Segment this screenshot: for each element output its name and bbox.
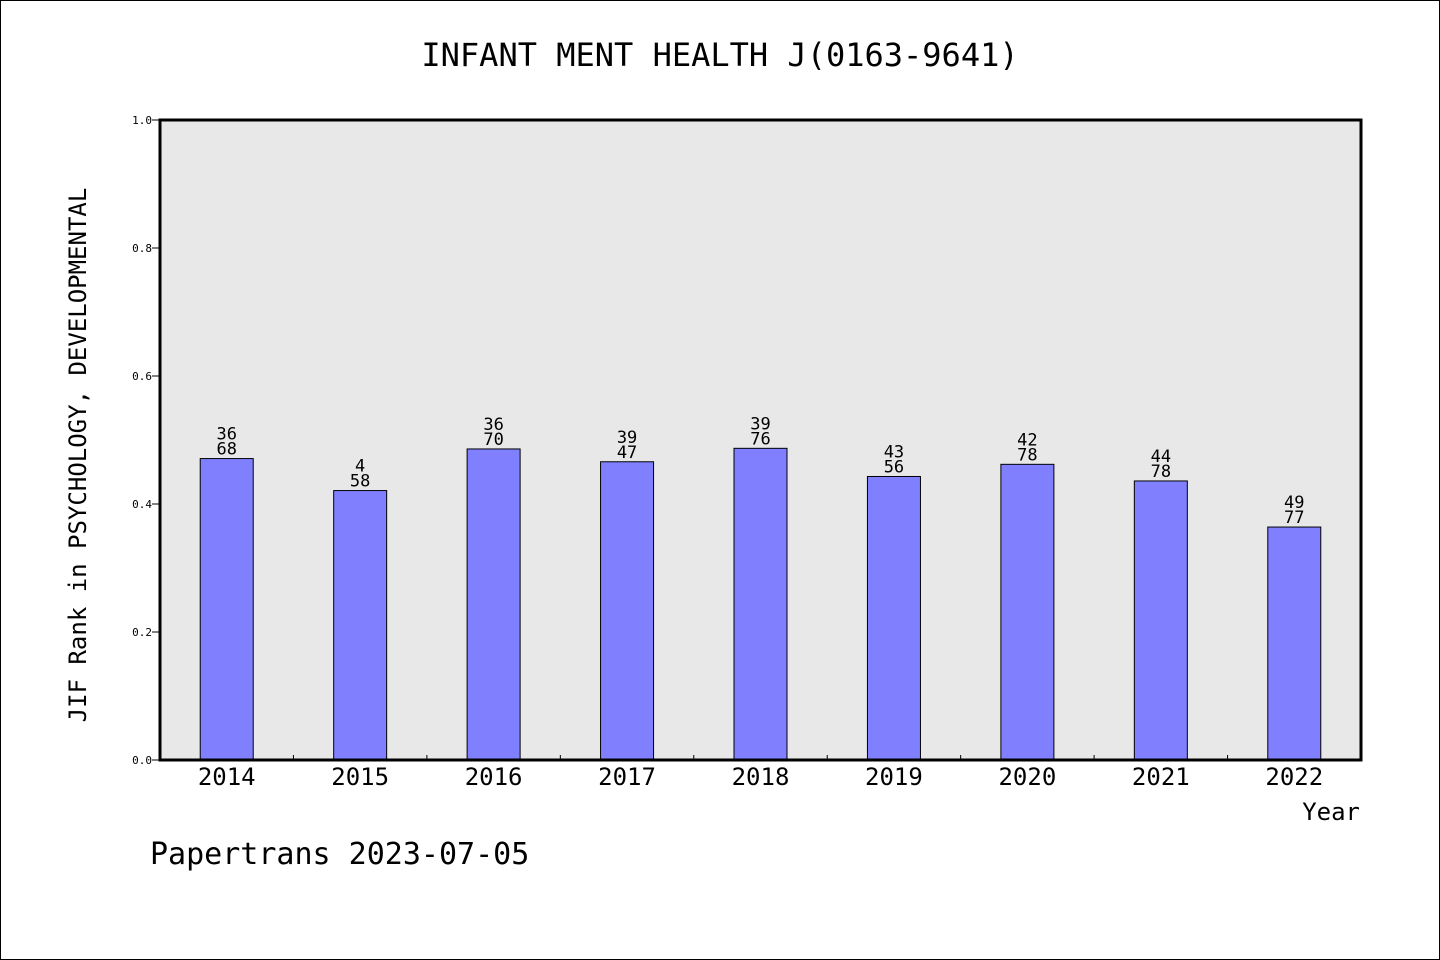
plot-border <box>158 118 1363 762</box>
bar-total-label: 70 <box>483 430 503 450</box>
bar-rank-label: 49 <box>1284 493 1304 513</box>
bar-rank-label: 43 <box>884 442 904 462</box>
x-tick-label: 2020 <box>998 763 1056 791</box>
bar-total-label: 78 <box>1017 445 1037 465</box>
bar <box>600 461 655 761</box>
bar-total-label: 47 <box>617 443 637 463</box>
y-tick-label: 0.8 <box>132 242 152 255</box>
y-tick-label: 1.0 <box>132 114 152 127</box>
x-axis-label: Year <box>1302 798 1360 826</box>
y-axis-label: JIF Rank in PSYCHOLOGY, DEVELOPMENTAL <box>64 188 92 723</box>
x-tick-label: 2018 <box>732 763 790 791</box>
bar-rank-label: 36 <box>483 415 503 435</box>
x-tick-label: 2014 <box>198 763 256 791</box>
bar <box>199 458 254 761</box>
bar-total-label: 77 <box>1284 508 1304 528</box>
x-tick-label: 2017 <box>598 763 656 791</box>
bar <box>1000 463 1055 761</box>
bar <box>733 447 788 761</box>
bar <box>1133 480 1188 761</box>
footer-text: Papertrans 2023-07-05 <box>150 837 529 872</box>
bar <box>866 475 921 761</box>
x-ticks-group: 2014 2015 2016 2017 2018 2019 2020 2021 2022 <box>198 755 1323 791</box>
bar <box>466 448 521 761</box>
x-tick-label: 2015 <box>331 763 389 791</box>
y-tick-label: 0.2 <box>132 626 152 639</box>
bar-rank-label: 42 <box>1017 430 1037 450</box>
bar-total-label: 58 <box>350 472 370 492</box>
x-tick-label: 2022 <box>1265 763 1323 791</box>
x-tick-label: 2019 <box>865 763 923 791</box>
y-tick-label: 0.0 <box>132 754 152 767</box>
bar <box>333 490 388 761</box>
bar-total-label: 68 <box>216 440 236 460</box>
y-ticks-group: 0.0 0.2 0.4 0.6 0.8 1.0 <box>132 114 160 767</box>
chart-title: INFANT MENT HEALTH J(0163-9641) <box>421 36 1018 74</box>
bar-rank-label: 36 <box>216 425 236 445</box>
y-tick-label: 0.6 <box>132 370 152 383</box>
bar-total-label: 78 <box>1151 462 1171 482</box>
bar-rank-label: 39 <box>750 414 770 434</box>
bar <box>1267 526 1322 761</box>
y-tick-label: 0.4 <box>132 498 152 511</box>
bar-rank-label: 4 <box>355 457 365 477</box>
x-tick-label: 2021 <box>1132 763 1190 791</box>
bar-total-label: 76 <box>750 429 770 449</box>
x-tick-label: 2016 <box>465 763 523 791</box>
bars-group <box>199 447 1322 761</box>
bar-rank-label: 44 <box>1151 447 1171 467</box>
bar-total-label: 56 <box>884 457 904 477</box>
bar-rank-label: 39 <box>617 428 637 448</box>
